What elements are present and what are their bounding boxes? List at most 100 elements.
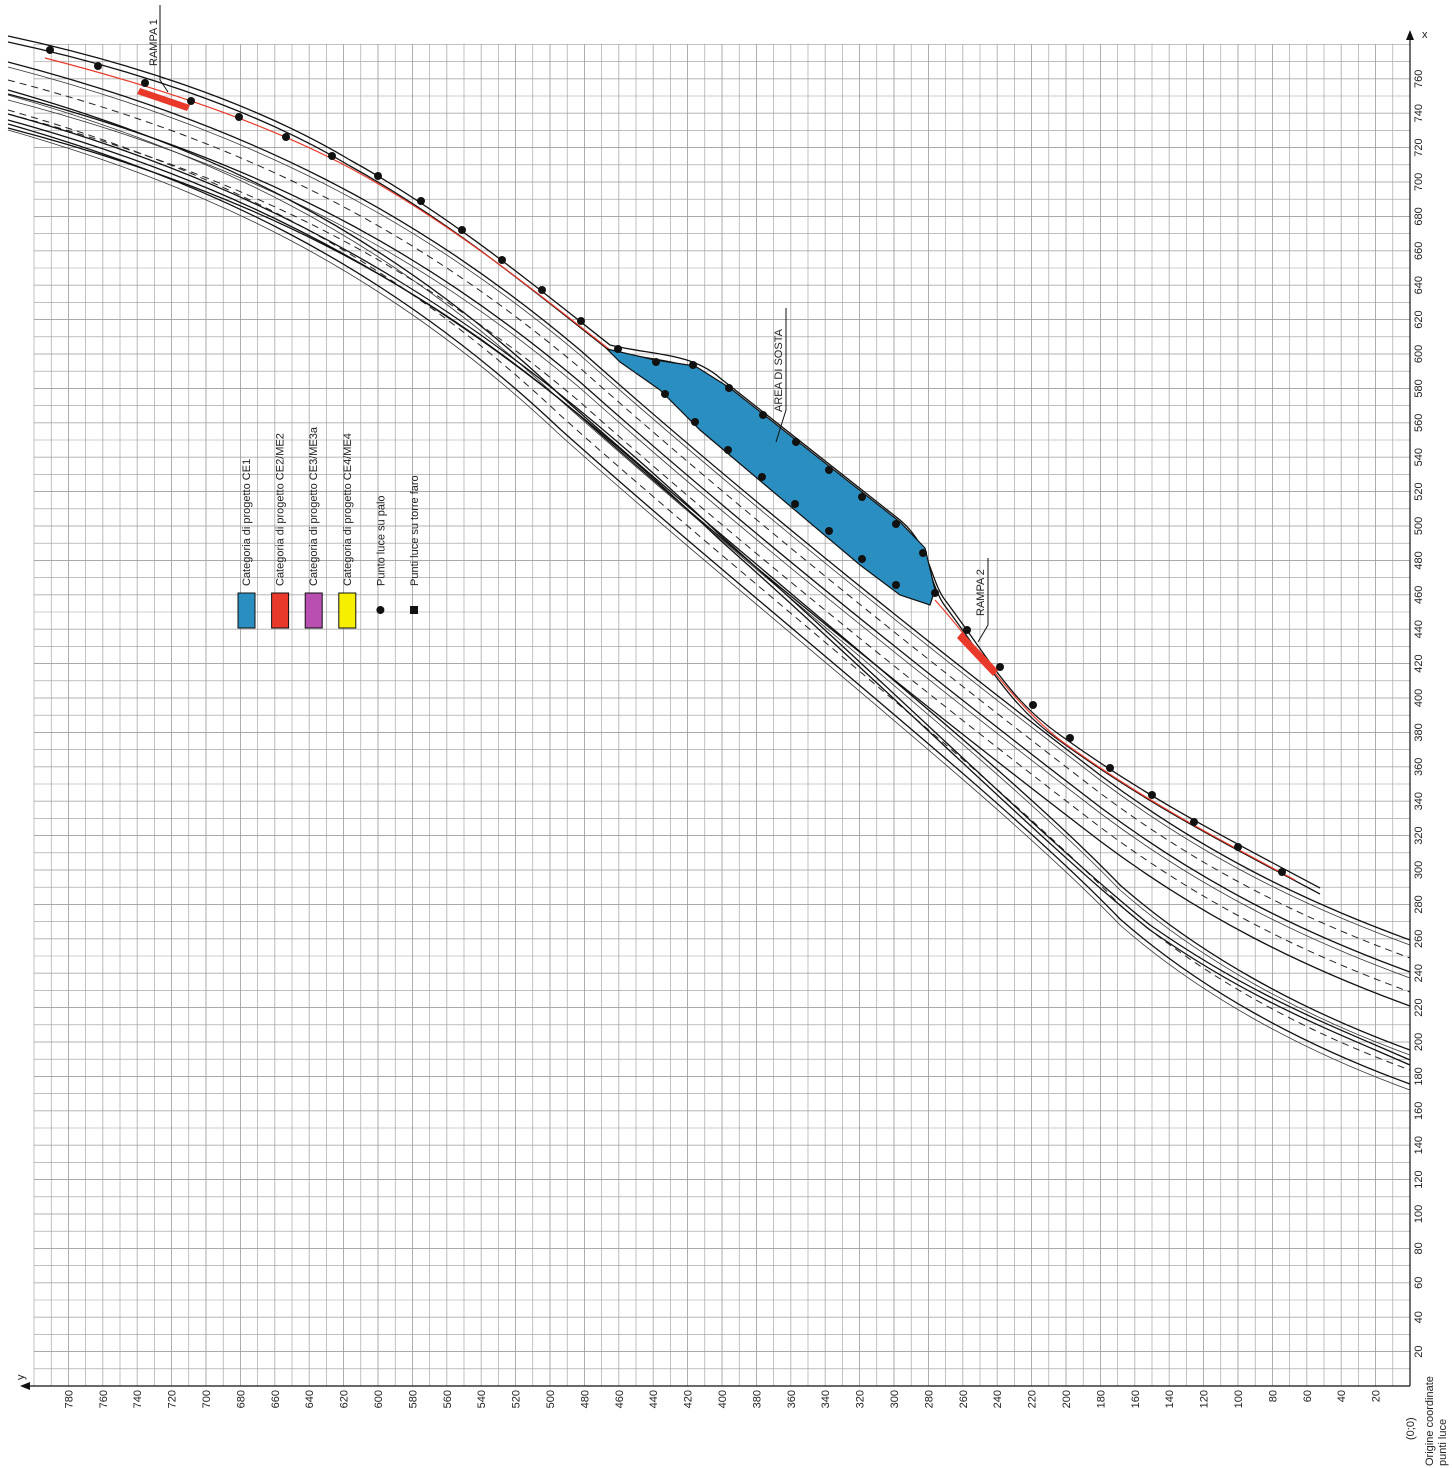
x-tick-label: 660 (1413, 242, 1425, 260)
light-pole (931, 589, 939, 597)
y-tick-label: 700 (201, 1390, 213, 1408)
y-tick-label: 500 (545, 1390, 557, 1408)
legend-label: Punto luce su palo (375, 495, 387, 586)
y-tick-label: 320 (855, 1390, 867, 1408)
light-pole (724, 446, 732, 454)
y-tick-label: 440 (648, 1390, 660, 1408)
light-pole (141, 79, 149, 87)
x-tick-label: 440 (1413, 620, 1425, 638)
grid (33, 44, 1411, 1387)
legend-swatch (338, 592, 357, 629)
light-pole (919, 549, 927, 557)
x-tick-label: 340 (1413, 792, 1425, 810)
leader-line (159, 5, 169, 93)
light-pole (759, 411, 767, 419)
x-tick-label: 700 (1413, 173, 1425, 191)
x-tick-label: 760 (1413, 70, 1425, 88)
light-pole (577, 317, 585, 325)
lane-line (7, 109, 1411, 1071)
light-pole (417, 197, 425, 205)
x-tick-label: 400 (1413, 689, 1425, 707)
x-tick-label: 520 (1413, 482, 1425, 500)
legend-label: Categoria di progetto CE2/ME2 (275, 433, 287, 586)
origin-note: Origine coordinate (1424, 1376, 1436, 1466)
y-tick-label: 100 (1233, 1390, 1245, 1408)
y-arrow (20, 1382, 30, 1390)
light-pole (94, 62, 102, 70)
x-tick-label: 640 (1413, 276, 1425, 294)
x-tick-label: 600 (1413, 345, 1425, 363)
legend-swatch (304, 592, 323, 629)
lane-line (7, 79, 1411, 959)
y-tick-label: 620 (339, 1390, 351, 1408)
y-tick-label: 420 (683, 1390, 695, 1408)
light-pole (825, 466, 833, 474)
y-tick-label: 680 (235, 1390, 247, 1408)
y-tick-label: 660 (270, 1390, 282, 1408)
light-pole (996, 663, 1004, 671)
x-tick-label: 420 (1413, 654, 1425, 672)
light-pole (1066, 734, 1074, 742)
ramp-label: RAMPA 1 (148, 19, 160, 66)
road-edge (7, 35, 1321, 889)
light-pole (1148, 791, 1156, 799)
light-pole (1234, 843, 1242, 851)
x-tick-label: 200 (1413, 1033, 1425, 1051)
light-pole (458, 226, 466, 234)
legend-swatch (271, 592, 290, 629)
x-axis-label: x (1422, 29, 1428, 41)
annotations: RAMPA 1 AREA DI SOSTA RAMPA 2 (148, 5, 989, 643)
light-points (46, 46, 1286, 876)
x-tick-label: 240 (1413, 964, 1425, 982)
light-pole (328, 152, 336, 160)
y-tick-label: 160 (1130, 1390, 1142, 1408)
origin-note: punti luce (1437, 1419, 1449, 1466)
leader-line (977, 558, 989, 643)
road-edge (7, 93, 1411, 973)
y-tick-label: 380 (751, 1390, 763, 1408)
x-tick-label: 680 (1413, 207, 1425, 225)
x-tick-label: 380 (1413, 723, 1425, 741)
x-tick-label: 480 (1413, 551, 1425, 569)
x-tick-label: 500 (1413, 517, 1425, 535)
x-tick-label: 20 (1413, 1345, 1425, 1357)
y-tick-label: 20 (1371, 1390, 1383, 1402)
x-tick-label: 580 (1413, 379, 1425, 397)
y-tick-label: 600 (373, 1390, 385, 1408)
ce2-line (44, 57, 1296, 881)
y-tick-label: 140 (1164, 1390, 1176, 1408)
y-tick-label: 220 (1027, 1390, 1039, 1408)
light-pole (689, 361, 697, 369)
x-tick-label: 160 (1413, 1102, 1425, 1120)
legend-symbol (410, 606, 418, 614)
road-edge (7, 41, 1321, 895)
y-tick-label: 580 (407, 1390, 419, 1408)
area-label: AREA DI SOSTA (773, 328, 785, 412)
x-tick-label: 300 (1413, 861, 1425, 879)
light-pole (725, 384, 733, 392)
y-tick-label: 400 (717, 1390, 729, 1408)
y-tick-label: 260 (958, 1390, 970, 1408)
roads (7, 35, 1411, 1091)
y-tick-label: 760 (98, 1390, 110, 1408)
light-pole (46, 46, 54, 54)
light-pole (538, 286, 546, 294)
legend-symbol (376, 606, 385, 614)
light-pole (892, 520, 900, 528)
light-pole (374, 172, 382, 180)
x-tick-label: 220 (1413, 998, 1425, 1016)
y-tick-label: 780 (63, 1390, 75, 1408)
road-edge (7, 89, 1411, 1051)
light-pole (282, 133, 290, 141)
y-tick-label: 360 (786, 1390, 798, 1408)
light-pole (187, 97, 195, 105)
y-tick-label: 740 (132, 1390, 144, 1408)
x-tick-label: 40 (1413, 1311, 1425, 1323)
origin-label: (0;0) (1405, 1417, 1417, 1440)
y-tick-label: 240 (992, 1390, 1004, 1408)
x-tick-label: 180 (1413, 1067, 1425, 1085)
y-tick-label: 540 (476, 1390, 488, 1408)
road-edge (7, 99, 1411, 979)
